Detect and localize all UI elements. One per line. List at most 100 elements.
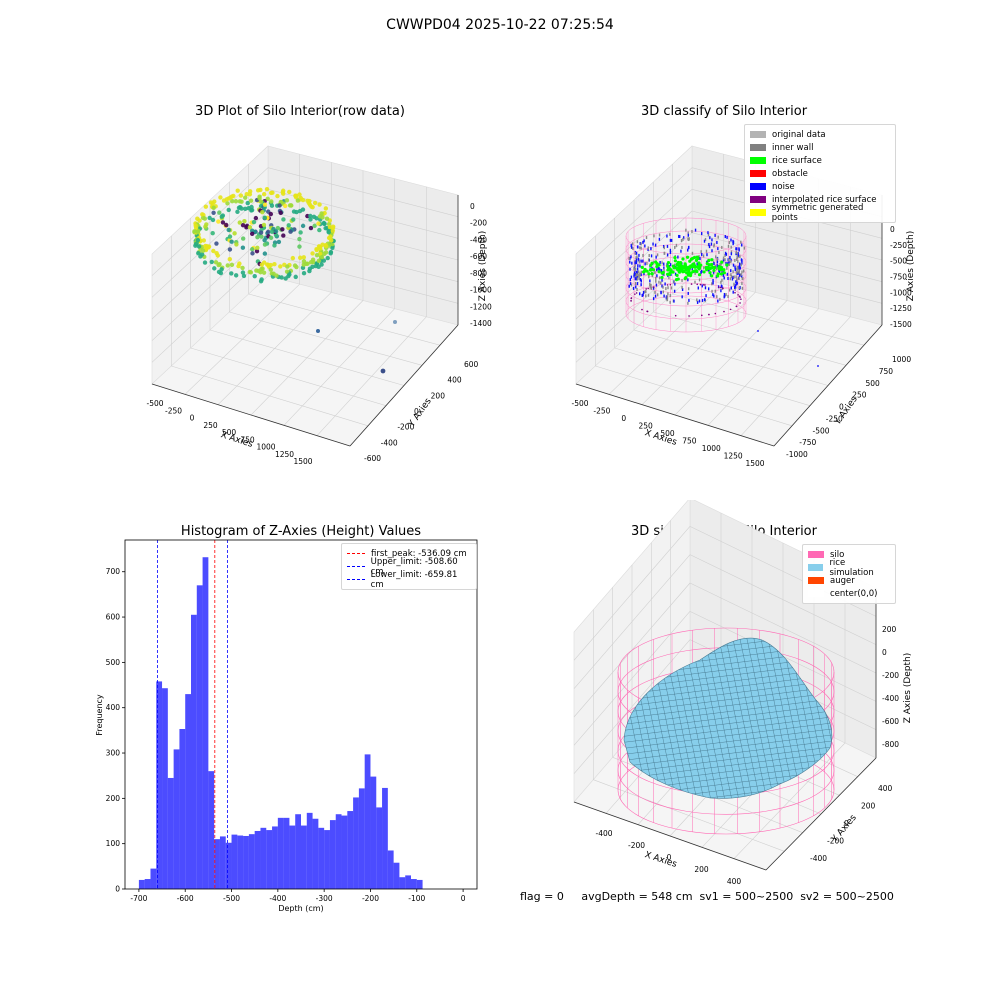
- y-tick-label: 300: [106, 749, 121, 758]
- wall-point: [640, 246, 642, 250]
- cloud-point: [233, 273, 239, 278]
- wall-point: [656, 253, 659, 257]
- wall-point: [642, 240, 644, 244]
- histogram-bar: [277, 817, 284, 889]
- cloud-point: [284, 198, 290, 203]
- cloud-point: [235, 209, 240, 215]
- wall-point: [712, 278, 714, 282]
- tick-label: -500: [146, 399, 163, 408]
- cloud-point: [253, 215, 259, 221]
- figure-title: CWWPD04 2025-10-22 07:25:54: [386, 17, 614, 33]
- cloud-point: [195, 229, 201, 235]
- histogram-bar: [306, 812, 313, 889]
- mesh-line: [624, 721, 832, 751]
- cloud-point: [193, 241, 199, 247]
- panel2-axes-box: [575, 145, 883, 447]
- cloud-point: [304, 261, 309, 266]
- tick-label: -200: [628, 841, 645, 850]
- histogram-bar: [411, 879, 417, 889]
- wall-point: [726, 235, 728, 239]
- wall-point: [700, 269, 703, 273]
- cloud-point: [261, 270, 267, 275]
- cloud-point: [308, 213, 313, 219]
- cloud-point: [255, 245, 260, 251]
- legend-entry: Lower_limit: -659.81 cm: [347, 570, 471, 590]
- cloud-point: [196, 244, 202, 249]
- cloud-point: [200, 248, 206, 253]
- wall-point: [669, 232, 671, 236]
- cloud-point: [210, 230, 215, 236]
- tick-label: 750: [879, 367, 894, 376]
- wall-point: [650, 283, 652, 287]
- cloud-point: [248, 198, 254, 203]
- wall-point: [719, 297, 721, 301]
- plot-frame: [124, 539, 478, 890]
- wall-point: [721, 278, 723, 282]
- cloud-point: [312, 223, 317, 229]
- cloud-point: [200, 215, 206, 221]
- tick-label: 200: [882, 625, 897, 634]
- tick-label: -200: [470, 219, 487, 228]
- wall-point: [644, 290, 646, 294]
- wall-point: [675, 243, 678, 247]
- rice-surface-point: [648, 268, 653, 272]
- wall-point: [699, 257, 701, 261]
- tick-label: -400: [810, 854, 827, 863]
- legend-label: first_peak: -536.09 cm: [371, 548, 467, 559]
- cloud-point: [207, 215, 212, 221]
- cloud-point: [229, 262, 235, 268]
- cloud-point: [242, 218, 247, 224]
- wall-point: [636, 282, 639, 286]
- cloud-point: [324, 216, 330, 221]
- x-tick-label: -500: [223, 894, 240, 903]
- wall-point: [724, 251, 727, 255]
- tick-label: 0: [414, 407, 419, 416]
- wall-point: [634, 267, 637, 271]
- wall-point: [687, 237, 689, 241]
- histogram-bar: [162, 688, 168, 889]
- histogram-bar: [301, 825, 307, 889]
- wall-point: [668, 276, 670, 280]
- legend-entry: silo: [808, 548, 890, 561]
- wall-point: [660, 269, 663, 273]
- tick-label: -250: [826, 414, 843, 423]
- legend-entry: auger: [808, 574, 890, 587]
- rice-surface-point: [686, 265, 691, 269]
- wall-point: [662, 290, 664, 294]
- interpolated-point: [714, 312, 717, 315]
- cloud-point: [300, 197, 306, 203]
- wall-point: [715, 255, 717, 259]
- tick-label: -1250: [890, 304, 912, 313]
- cloud-point: [268, 262, 273, 268]
- cloud-point: [301, 271, 307, 276]
- wall-point: [736, 281, 738, 285]
- wall-point: [654, 271, 656, 275]
- panel1-title: 3D Plot of Silo Interior(row data): [195, 104, 405, 119]
- y-tick-label: 0: [115, 885, 120, 894]
- histogram-y-label: Frequency: [95, 694, 104, 736]
- interpolated-point: [702, 284, 705, 286]
- tick-label: -500: [571, 399, 588, 408]
- rice-surface-point: [642, 269, 647, 273]
- wall-point: [730, 286, 732, 290]
- wall-point: [725, 293, 727, 297]
- wall-point: [733, 282, 735, 286]
- cloud-point: [323, 225, 328, 231]
- cloud-point: [259, 277, 264, 282]
- wall-point: [663, 268, 665, 272]
- rice-surface-point: [694, 258, 699, 262]
- wall-point: [708, 245, 711, 249]
- wall-point: [716, 264, 718, 268]
- wall-point: [687, 287, 690, 291]
- wall-point: [703, 239, 706, 243]
- legend-label: center(0,0): [830, 588, 878, 599]
- histogram-bar: [272, 826, 278, 889]
- rice-surface-point: [710, 274, 714, 278]
- outlier-point: [316, 329, 320, 333]
- wall-point: [628, 256, 630, 260]
- wall-point: [696, 262, 698, 266]
- wall-point: [649, 279, 651, 283]
- wall-point: [724, 253, 726, 257]
- cloud-point: [211, 248, 216, 254]
- wall-point: [711, 238, 713, 242]
